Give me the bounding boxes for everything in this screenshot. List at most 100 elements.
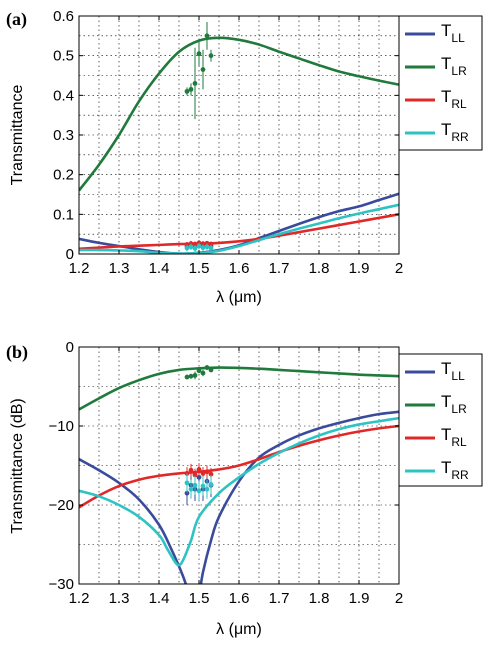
data-point-lr [204, 365, 210, 370]
data-point-rr [184, 245, 190, 251]
data-point-rr [204, 486, 210, 492]
data-point-rl [204, 240, 210, 246]
grid-a [79, 16, 399, 254]
y-tick-label: −10 [49, 418, 74, 435]
data-point-lr [184, 88, 190, 94]
x-tick-label: 2 [395, 590, 403, 607]
legend-b: TLL TLR TRL TRR [398, 353, 483, 487]
data-point-lr [204, 33, 210, 39]
panel-b: (b) 1.2 1.3 1.4 1.5 1.6 1.7 1.8 1.9 2−30−20−100 … [6, 339, 483, 638]
legend-box [398, 353, 483, 487]
y-tick-label: 0.6 [53, 8, 74, 25]
legend-a: TLL TLR TRL TRR [398, 15, 483, 151]
legend-label-ll: TLL [441, 359, 465, 383]
series-line-lr [79, 36, 399, 192]
data-point-lr [192, 373, 198, 378]
data-point-rr [200, 245, 206, 251]
series-line-rr [79, 416, 399, 567]
legend-label-lr: TLR [441, 54, 467, 78]
data-point-rr [188, 486, 194, 492]
data-point-rr [208, 482, 214, 487]
data-point-lr [188, 373, 194, 379]
series-line-rl [79, 213, 399, 251]
data-point-rl [204, 469, 210, 475]
x-tick-label: 1.2 [69, 590, 90, 607]
series-line-ll [79, 410, 399, 584]
data-point-rr [192, 246, 198, 251]
markers-a [184, 21, 214, 252]
plot-area-a [78, 15, 400, 255]
x-tick-label: 1.2 [69, 260, 90, 277]
x-tick-label: 1.5 [189, 590, 210, 607]
data-point-rl [192, 472, 198, 478]
data-point-lr [200, 67, 206, 72]
legend-label-lr: TLR [441, 392, 467, 416]
panel-a: (a) 1.2 1.3 1.4 1.5 1.6 1.7 1.8 1.9 2 0 0.1 0.2 0.3 0… [6, 8, 483, 306]
y-tick-label: 0.4 [53, 87, 74, 104]
x-tick-label: 1.7 [269, 590, 290, 607]
legend-label-rr: TRR [441, 120, 469, 144]
data-point-rr [184, 480, 190, 486]
data-point-rl [200, 241, 206, 247]
data-point-lr [192, 81, 198, 86]
x-tick-label: 2 [395, 260, 403, 277]
markers-b [184, 365, 214, 505]
x-tick-label: 1.6 [229, 260, 250, 277]
data-point-rr [200, 483, 206, 489]
y-tick-label: 0.1 [53, 206, 74, 223]
curves-a [79, 36, 399, 254]
x-tick-label: 1.3 [109, 260, 130, 277]
x-axis-label-b: λ (μm) [216, 621, 262, 638]
legend-box [398, 15, 483, 151]
data-point-rl [208, 241, 214, 247]
curves-b [79, 366, 399, 584]
data-point-rr [192, 482, 198, 488]
x-tick-label: 1.6 [229, 590, 250, 607]
legend-label-rr: TRR [441, 458, 469, 482]
y-tick-label: 0 [66, 339, 74, 356]
legend-label-rl: TRL [441, 425, 467, 449]
x-axis-label-a: λ (μm) [216, 289, 262, 306]
panel-label-b: (b) [6, 342, 28, 363]
x-tick-label: 1.4 [149, 590, 170, 607]
data-point-rl [188, 467, 194, 473]
x-tick-label: 1.7 [269, 260, 290, 277]
x-tick-label: 1.5 [189, 260, 210, 277]
y-tick-label: 0 [66, 246, 74, 263]
data-point-rr [208, 245, 214, 251]
data-point-rr [196, 243, 202, 249]
series-line-rl [79, 424, 399, 509]
y-tick-label: −30 [49, 576, 74, 593]
y-axis-label-b: Transmittance (dB) [9, 398, 26, 533]
data-point-lr [200, 370, 206, 376]
data-point-rr [204, 244, 210, 250]
data-point-lr [196, 51, 202, 57]
data-point-rl [208, 471, 214, 477]
y-tick-label: 0.3 [53, 127, 74, 144]
data-point-rl [200, 471, 206, 476]
y-tick-label: 0.2 [53, 167, 74, 184]
legend-label-rl: TRL [441, 87, 467, 111]
y-axis-label-a: Transmittance [9, 85, 26, 186]
ticks-b: 1.2 1.3 1.4 1.5 1.6 1.7 1.8 1.9 2 −30 −20 −10 0 [49, 339, 404, 607]
x-tick-label: 1.3 [109, 590, 130, 607]
x-tick-label: 1.9 [349, 260, 370, 277]
data-point-rl [192, 241, 198, 247]
data-point-lr [184, 374, 190, 380]
panel-label-a: (a) [6, 9, 27, 30]
data-point-rl [184, 242, 190, 247]
x-tick-label: 1.9 [349, 590, 370, 607]
data-point-rl [196, 467, 202, 472]
data-point-lr [208, 53, 214, 59]
series-line-lr [79, 366, 399, 411]
data-point-lr [196, 368, 202, 374]
data-point-rr [196, 488, 202, 494]
x-tick-label: 1.8 [309, 590, 330, 607]
ticks-a: 1.2 1.3 1.4 1.5 1.6 1.7 1.8 1.9 2 0 0.1 0.2 0.3 0.4 0.… [53, 8, 403, 277]
x-tick-label: 1.4 [149, 260, 170, 277]
data-point-ll [196, 474, 202, 480]
y-tick-label: 0.5 [53, 48, 74, 65]
series-line-rr [79, 203, 399, 254]
data-point-lr [188, 86, 194, 92]
